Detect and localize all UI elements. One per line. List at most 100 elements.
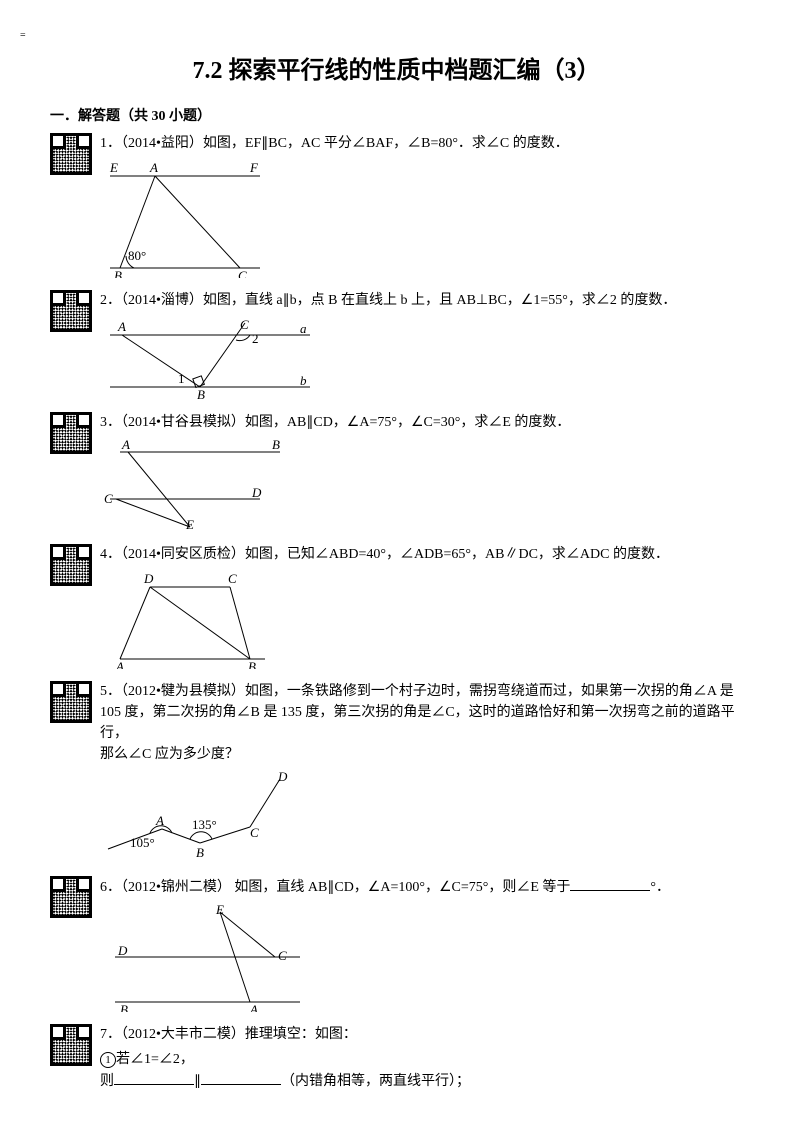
problem-stem: 如图，直线 a∥b，点 B 在直线上 b 上，且 AB⊥BC，∠1=55°，求∠…	[203, 293, 676, 308]
problem-source: （2014•同安区质检）	[121, 547, 245, 562]
section-header: 一．解答题（共 30 小题）	[50, 105, 743, 125]
svg-text:C: C	[104, 491, 113, 506]
qr-icon	[50, 681, 92, 723]
line-2: 105 度，第二次拐的角∠B 是 135 度，第三次拐的角是∠C，这时的道路恰好…	[100, 705, 735, 741]
figure-6: B A D C E	[100, 902, 320, 1012]
problem-stem: 推理填空：如图：	[245, 1027, 357, 1042]
svg-text:D: D	[277, 769, 288, 784]
reason: （内错角相等，两直线平行）；	[281, 1074, 470, 1089]
svg-text:B: B	[196, 845, 204, 860]
qr-icon	[50, 1024, 92, 1066]
svg-text:2: 2	[252, 331, 259, 346]
figure-4: A B C D	[100, 569, 290, 669]
qr-icon	[50, 133, 92, 175]
svg-text:D: D	[117, 943, 128, 958]
svg-text:80°: 80°	[128, 248, 146, 263]
problem-body: 3．（2014•甘谷县模拟）如图，AB∥CD，∠A=75°，∠C=30°，求∠E…	[100, 412, 743, 538]
svg-text:B: B	[197, 387, 205, 400]
circled-number-icon: 1	[100, 1052, 116, 1068]
svg-text:A: A	[155, 813, 164, 828]
problem-source: （2012•大丰市二模）	[121, 1027, 245, 1042]
problem-number: 6．	[100, 880, 121, 895]
problem-body: 5．（2012•犍为县模拟）如图，一条铁路修到一个村子边时，需拐弯绕道而过，如果…	[100, 681, 743, 870]
svg-text:C: C	[250, 825, 259, 840]
problem-source: （2014•淄博）	[121, 293, 203, 308]
svg-text:C: C	[278, 948, 287, 963]
svg-text:E: E	[109, 160, 118, 175]
svg-text:B: B	[272, 437, 280, 452]
problem-number: 7．	[100, 1027, 121, 1042]
problem-body: 7．（2012•大丰市二模）推理填空：如图： 1若∠1=∠2， 则 ∥ （内错角相等…	[100, 1024, 743, 1092]
figure-1: E A F B C 80°	[100, 158, 280, 278]
problem-7: 7．（2012•大丰市二模）推理填空：如图： 1若∠1=∠2， 则 ∥ （内错角相等…	[50, 1024, 743, 1092]
problem-text: 2．（2014•淄博）如图，直线 a∥b，点 B 在直线上 b 上，且 AB⊥B…	[100, 290, 743, 311]
problem-source: （2012•锦州二模）	[121, 880, 231, 895]
then-label: 则	[100, 1074, 114, 1089]
figure-2: A C B a b 1 2	[100, 315, 320, 400]
problem-body: 6．（2012•锦州二模） 如图，直线 AB∥CD，∠A=100°，∠C=75°…	[100, 876, 743, 1018]
svg-text:C: C	[228, 571, 237, 586]
svg-text:1: 1	[178, 371, 185, 386]
stem-part-1: 如图，直线 AB∥CD，∠A=100°，∠C=75°，则∠E 等于	[231, 880, 571, 895]
svg-text:b: b	[300, 373, 307, 388]
sub-line-1: 1若∠1=∠2，	[100, 1049, 743, 1070]
problem-4: 4．（2014•同安区质检）如图，已知∠ABD=40°，∠ADB=65°，AB∥…	[50, 544, 743, 675]
problem-number: 2．	[100, 293, 121, 308]
fill-blank[interactable]	[114, 1070, 194, 1085]
problem-text: 6．（2012•锦州二模） 如图，直线 AB∥CD，∠A=100°，∠C=75°…	[100, 876, 743, 898]
svg-text:B: B	[114, 268, 122, 278]
page: 7.2 探索平行线的性质中档题汇编（3） 一．解答题（共 30 小题） 1．（2…	[0, 0, 793, 1128]
problem-text: 5．（2012•犍为县模拟）如图，一条铁路修到一个村子边时，需拐弯绕道而过，如果…	[100, 681, 743, 765]
problem-stem: 如图，已知∠ABD=40°，∠ADB=65°，AB∥DC，求∠ADC 的度数．	[245, 547, 669, 562]
problem-source: （2012•犍为县模拟）	[121, 684, 245, 699]
problem-number: 4．	[100, 547, 121, 562]
svg-text:E: E	[215, 902, 224, 917]
sub-line-2: 则 ∥ （内错角相等，两直线平行）；	[100, 1070, 743, 1092]
qr-icon	[50, 412, 92, 454]
fill-blank[interactable]	[201, 1070, 281, 1085]
problem-source: （2014•甘谷县模拟）	[121, 415, 245, 430]
problem-text: 4．（2014•同安区质检）如图，已知∠ABD=40°，∠ADB=65°，AB∥…	[100, 544, 743, 565]
svg-text:D: D	[143, 571, 154, 586]
fill-blank[interactable]	[570, 876, 650, 891]
svg-text:135°: 135°	[192, 817, 217, 832]
parallel-sym: ∥	[194, 1074, 201, 1089]
problem-5: 5．（2012•犍为县模拟）如图，一条铁路修到一个村子边时，需拐弯绕道而过，如果…	[50, 681, 743, 870]
problem-stem: 如图，AB∥CD，∠A=75°，∠C=30°，求∠E 的度数．	[245, 415, 571, 430]
svg-text:C: C	[238, 268, 247, 278]
problem-2: 2．（2014•淄博）如图，直线 a∥b，点 B 在直线上 b 上，且 AB⊥B…	[50, 290, 743, 406]
header-mark: =	[20, 30, 26, 41]
svg-text:a: a	[300, 321, 307, 336]
problem-1: 1．（2014•益阳）如图，EF∥BC，AC 平分∠BAF，∠B=80°．求∠C…	[50, 133, 743, 284]
qr-icon	[50, 876, 92, 918]
stem-part-2: °．	[650, 880, 670, 895]
problem-3: 3．（2014•甘谷县模拟）如图，AB∥CD，∠A=75°，∠C=30°，求∠E…	[50, 412, 743, 538]
sub-text: 若∠1=∠2，	[116, 1052, 194, 1067]
problem-body: 4．（2014•同安区质检）如图，已知∠ABD=40°，∠ADB=65°，AB∥…	[100, 544, 743, 675]
problem-text: 1．（2014•益阳）如图，EF∥BC，AC 平分∠BAF，∠B=80°．求∠C…	[100, 133, 743, 154]
line-1: 如图，一条铁路修到一个村子边时，需拐弯绕道而过，如果第一次拐的角∠A 是	[245, 684, 734, 699]
problem-number: 5．	[100, 684, 121, 699]
problem-text: 3．（2014•甘谷县模拟）如图，AB∥CD，∠A=75°，∠C=30°，求∠E…	[100, 412, 743, 433]
problem-number: 1．	[100, 136, 121, 151]
svg-text:D: D	[251, 485, 262, 500]
svg-text:A: A	[149, 160, 158, 175]
problem-source: （2014•益阳）	[121, 136, 203, 151]
svg-text:A: A	[249, 1002, 258, 1012]
problem-6: 6．（2012•锦州二模） 如图，直线 AB∥CD，∠A=100°，∠C=75°…	[50, 876, 743, 1018]
svg-text:A: A	[115, 659, 124, 669]
svg-text:B: B	[120, 1002, 128, 1012]
svg-text:105°: 105°	[130, 835, 155, 850]
problem-stem: 如图，EF∥BC，AC 平分∠BAF，∠B=80°．求∠C 的度数．	[203, 136, 569, 151]
qr-icon	[50, 544, 92, 586]
line-3: 那么∠C 应为多少度？	[100, 747, 239, 762]
svg-text:B: B	[248, 659, 256, 669]
svg-text:E: E	[185, 517, 194, 532]
qr-icon	[50, 290, 92, 332]
page-title: 7.2 探索平行线的性质中档题汇编（3）	[50, 50, 743, 85]
svg-text:A: A	[121, 437, 130, 452]
svg-text:C: C	[240, 317, 249, 332]
problem-body: 2．（2014•淄博）如图，直线 a∥b，点 B 在直线上 b 上，且 AB⊥B…	[100, 290, 743, 406]
problem-body: 1．（2014•益阳）如图，EF∥BC，AC 平分∠BAF，∠B=80°．求∠C…	[100, 133, 743, 284]
svg-text:A: A	[117, 319, 126, 334]
